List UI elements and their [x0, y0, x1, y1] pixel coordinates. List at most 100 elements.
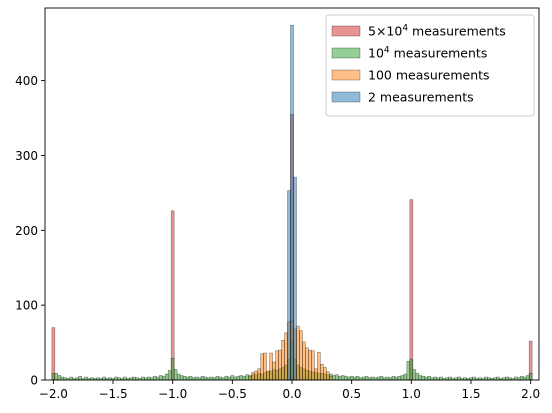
bar-s2-4	[260, 353, 264, 381]
bar-s1-120	[409, 358, 414, 381]
bar-s3-1	[290, 24, 294, 381]
x-tick-label-4: 0.0	[282, 387, 301, 401]
x-tick-label-3: −0.5	[218, 387, 247, 401]
bar-s1-58	[224, 375, 229, 381]
legend-label-0: 5×104 measurements	[368, 24, 506, 39]
bar-s2-23	[317, 352, 321, 381]
bar-s2-1	[251, 372, 256, 381]
legend-swatch-0	[331, 25, 361, 37]
bar-s2-8	[272, 361, 276, 381]
x-tick-label-0: −2.0	[39, 387, 68, 401]
bar-s1-63	[239, 375, 244, 381]
bar-s1-117	[400, 375, 405, 381]
bar-s2-18	[302, 341, 306, 381]
legend-label-3: 2 measurements	[368, 90, 474, 105]
y-tick-label-3: 300	[15, 149, 38, 163]
bar-s1-94	[331, 375, 336, 381]
legend-label-2: 100 measurements	[368, 68, 490, 83]
y-tick-label-0: 0	[30, 374, 38, 388]
bar-s1-40	[170, 357, 175, 381]
bar-s2-25	[323, 366, 327, 381]
bar-s3-2	[293, 176, 297, 381]
bar-s1-100	[349, 375, 354, 381]
x-tick-label-6: 1.0	[402, 387, 421, 401]
legend: 5×104 measurements 104 measurements 100 me…	[325, 14, 535, 117]
bar-s2-9	[275, 350, 279, 381]
bar-s2-2	[254, 370, 258, 381]
bar-s2-7	[269, 352, 273, 381]
bar-s2-11	[281, 340, 285, 381]
legend-swatch-1	[331, 47, 361, 59]
bar-s1-34	[152, 375, 157, 381]
bar-s1-96	[337, 375, 342, 381]
bar-s1-41	[173, 369, 178, 381]
y-tick-label-1: 100	[15, 299, 38, 313]
bar-s1-102	[355, 375, 360, 381]
bar-s2-10	[278, 349, 282, 381]
bar-s1-116	[397, 375, 402, 381]
bar-s1-62	[236, 375, 241, 381]
bar-s1-105	[364, 375, 369, 381]
x-axis-ticks: −2.0 −1.5 −1.0 −0.5 0.0 0.5 1.0 1.5 2.0	[39, 380, 540, 401]
bar-s1-36	[158, 375, 163, 381]
bar-s1-0	[51, 372, 56, 381]
bar-s1-124	[421, 375, 426, 381]
x-tick-label-5: 0.5	[342, 387, 361, 401]
legend-label-1: 104 measurements	[368, 46, 487, 61]
legend-swatch-3	[331, 91, 361, 103]
bar-s1-110	[379, 375, 384, 381]
bar-s2-6	[266, 370, 270, 381]
bar-s0-1	[170, 210, 175, 381]
bar-s2-27	[328, 375, 333, 381]
x-tick-label-8: 2.0	[521, 387, 540, 401]
bar-s1-97	[340, 375, 345, 381]
bar-s1-60	[230, 375, 235, 381]
bar-s2-22	[314, 368, 318, 381]
bar-s1-159	[525, 375, 530, 381]
bar-s1-122	[415, 372, 420, 381]
bar-s1-50	[200, 375, 205, 381]
bar-s2-17	[299, 330, 303, 381]
bar-s1-114	[391, 375, 396, 381]
bar-s1-64	[242, 375, 247, 381]
bar-s1-46	[188, 375, 193, 381]
bar-s1-44	[182, 375, 187, 381]
bar-s1-118	[403, 373, 408, 381]
x-tick-label-1: −1.5	[98, 387, 127, 401]
bar-s1-55	[215, 375, 220, 381]
y-tick-label-4: 400	[15, 74, 38, 88]
bar-s1-121	[412, 369, 417, 381]
bar-s1-98	[343, 375, 348, 381]
bar-s2-3	[257, 368, 261, 381]
bar-s1-2	[57, 375, 62, 381]
bar-s2-26	[326, 371, 330, 381]
bar-s1-95	[334, 374, 339, 381]
bar-s1-126	[427, 375, 432, 381]
y-axis-ticks: 0 100 200 300 400	[15, 74, 45, 388]
bar-s1-38	[164, 373, 169, 381]
bar-s1-9	[78, 375, 82, 381]
bar-s2-19	[305, 347, 309, 381]
bar-s1-65	[245, 374, 250, 381]
bar-s2-16	[296, 325, 300, 381]
bar-s1-157	[519, 375, 524, 381]
bar-s2-12	[284, 332, 288, 381]
legend-swatch-2	[331, 69, 361, 81]
bar-s0-3	[409, 199, 414, 381]
x-tick-label-7: 1.5	[461, 387, 480, 401]
bar-s2-20	[308, 349, 312, 381]
bar-s1-1	[54, 372, 59, 381]
legend-box	[325, 14, 535, 117]
bar-s1-43	[179, 375, 184, 381]
bar-s0-0	[51, 327, 56, 381]
bar-s2-21	[311, 350, 315, 381]
bar-s2-0	[248, 375, 253, 381]
x-tick-label-2: −1.0	[158, 387, 187, 401]
bar-s1-39	[167, 369, 172, 381]
y-tick-label-2: 200	[15, 224, 38, 238]
bar-s1-123	[418, 375, 423, 381]
bar-s2-5	[263, 352, 267, 381]
bar-s3-0	[287, 190, 291, 381]
bar-s1-37	[161, 375, 166, 381]
